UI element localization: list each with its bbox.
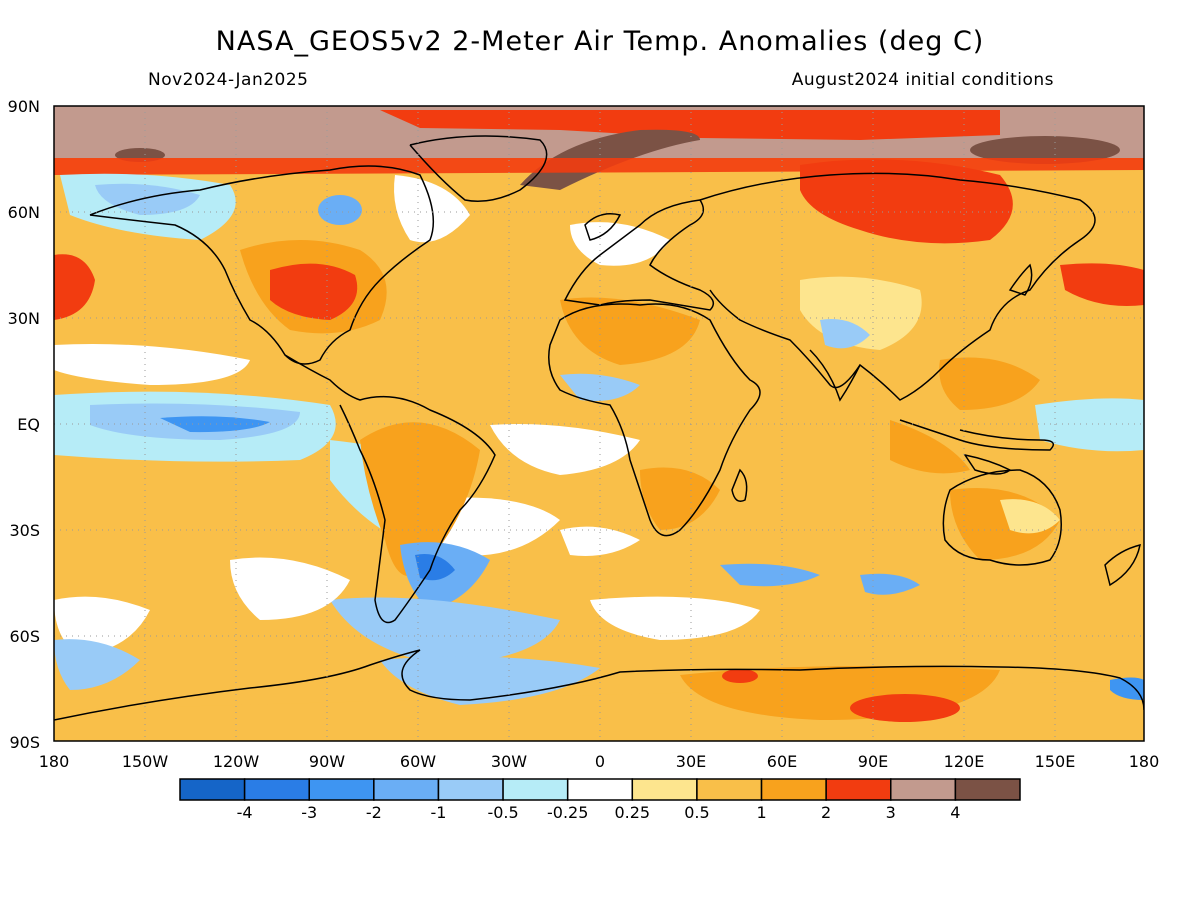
- colorbar-tick-label: -0.5: [487, 803, 518, 822]
- lat-label: 30N: [8, 309, 40, 328]
- colorbar-tick-label: -2: [366, 803, 382, 822]
- lon-label: 30E: [676, 752, 706, 771]
- lon-label: 180: [1129, 752, 1160, 771]
- lat-label: 90N: [8, 97, 40, 116]
- colorbar-swatch: [760, 778, 827, 801]
- colorbar-swatch: [954, 778, 1021, 801]
- colorbar: -4 -3 -2 -1 -0.5 -0.25 0.25 0.5 1 2 3 4: [179, 778, 1021, 822]
- lon-label: 150W: [122, 752, 169, 771]
- colorbar-swatch: [825, 778, 892, 801]
- lon-label: 60E: [767, 752, 797, 771]
- colorbar-tick-label: 1: [756, 803, 766, 822]
- latitude-labels: 90N 60N 30N EQ 30S 60S 90S: [8, 97, 40, 752]
- lat-label: 60S: [9, 627, 40, 646]
- lon-label: 30W: [491, 752, 527, 771]
- lon-label: 0: [595, 752, 605, 771]
- lon-label: 120E: [944, 752, 985, 771]
- colorbar-tick-label: 3: [886, 803, 896, 822]
- longitude-labels: 180 150W 120W 90W 60W 30W 0 30E 60E 90E …: [39, 752, 1160, 771]
- colorbar-tick-label: -4: [237, 803, 253, 822]
- initial-conditions: August2024 initial conditions: [791, 70, 1054, 90]
- lat-label: 90S: [9, 733, 40, 752]
- lon-label: 150E: [1035, 752, 1076, 771]
- lon-label: 120W: [213, 752, 260, 771]
- colorbar-tick-label: -1: [430, 803, 446, 822]
- colorbar-tick-label: 0.5: [684, 803, 709, 822]
- map-frame: [53, 105, 1145, 742]
- lon-label: 90W: [309, 752, 345, 771]
- coastlines: [54, 135, 1144, 721]
- colorbar-tick-label: 4: [950, 803, 960, 822]
- colorbar-swatch: [179, 778, 246, 801]
- colorbar-tick-label: 0.25: [614, 803, 650, 822]
- colorbar-swatch: [566, 778, 634, 801]
- colorbar-swatch: [631, 778, 698, 801]
- colorbar-swatch: [243, 778, 310, 801]
- forecast-period: Nov2024-Jan2025: [148, 70, 309, 90]
- map-title: NASA_GEOS5v2 2-Meter Air Temp. Anomalies…: [215, 26, 985, 57]
- colorbar-swatch: [308, 778, 375, 801]
- lat-label: 30S: [9, 521, 40, 540]
- colorbar-swatch: [502, 778, 569, 801]
- colorbar-swatch: [890, 778, 957, 801]
- lat-label: 60N: [8, 203, 40, 222]
- lat-label: EQ: [17, 415, 40, 434]
- lon-label: 180: [39, 752, 70, 771]
- lon-label: 90E: [858, 752, 888, 771]
- colorbar-tick-label: -3: [301, 803, 317, 822]
- colorbar-swatch: [696, 778, 763, 801]
- colorbar-tick-label: 2: [821, 803, 831, 822]
- colorbar-swatch: [373, 778, 440, 801]
- lon-label: 60W: [400, 752, 436, 771]
- colorbar-tick-label: -0.25: [547, 803, 588, 822]
- anomaly-field: [54, 106, 1144, 741]
- colorbar-swatch: [437, 778, 504, 801]
